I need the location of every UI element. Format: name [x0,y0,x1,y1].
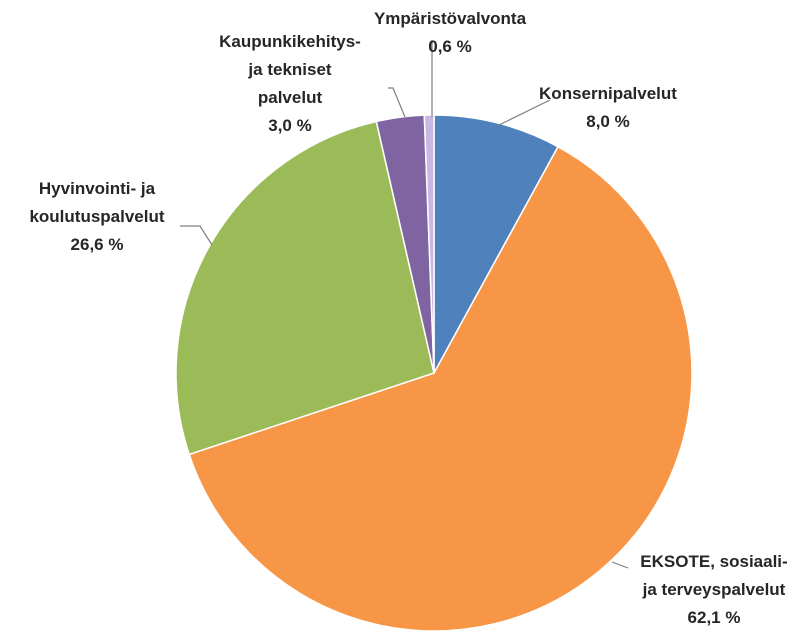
pie-slice [423,114,435,374]
slice-label: Kaupunkikehitys-ja tekniset palvelut [219,32,361,107]
slice-label: Konsernipalvelut [539,84,677,103]
leader-line [611,561,629,569]
slice-value-label: 0,6 % [428,37,471,56]
slice-value-label: 3,0 % [268,116,311,135]
pie-slice [433,114,559,374]
pie-slice [188,145,693,632]
slice-value-label: 8,0 % [586,112,629,131]
leader-line [388,87,406,118]
slice-label: Hyvinvointi- ja koulutuspalvelut [29,179,164,226]
pie-slice [175,120,435,456]
leader-line [180,225,213,246]
slice-label: EKSOTE, sosiaali-ja terveyspalvelut [640,552,787,599]
slice-value-label: 26,6 % [71,235,124,254]
leader-line [496,99,551,127]
slice-label: Ympäristövalvonta [374,9,527,28]
slice-value-label: 62,1 % [688,608,741,627]
